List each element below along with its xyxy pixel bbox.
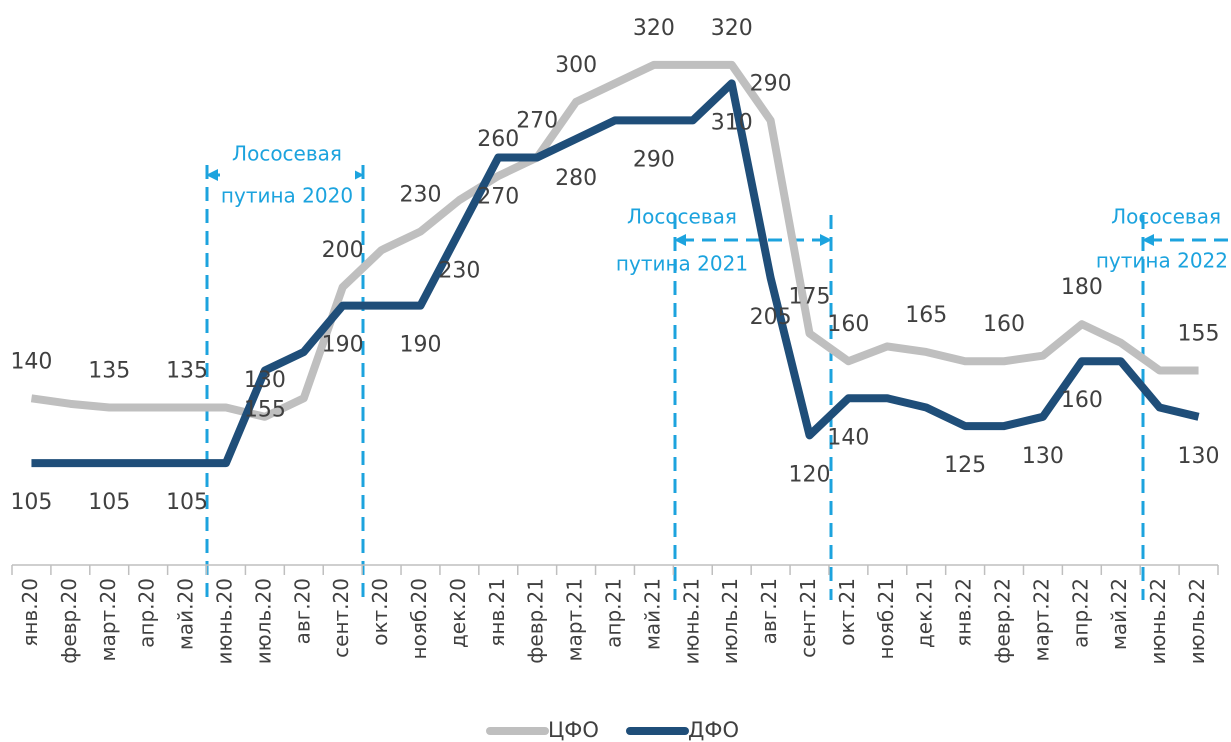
data-label: 320: [633, 16, 675, 41]
data-label: 130: [1022, 444, 1064, 469]
x-tick-label: окт.20: [368, 578, 392, 646]
annotation-texts: Лососевая путина 2020 Лососевая путина 2…: [220, 140, 1228, 276]
data-label: 105: [166, 490, 208, 515]
data-label: 160: [983, 312, 1025, 337]
x-tick-label: янв.22: [952, 578, 976, 647]
label-bg: [220, 140, 355, 210]
data-label: 130: [244, 368, 286, 393]
data-label: 300: [555, 53, 597, 78]
x-tick-label: май.20: [174, 578, 198, 650]
data-label: 260: [477, 127, 519, 152]
annotation: путина 2022: [1096, 249, 1228, 273]
x-tick-label: дек.20: [446, 578, 470, 648]
data-label: 290: [633, 147, 675, 172]
data-label: 190: [322, 333, 364, 358]
data-label: 280: [555, 166, 597, 191]
x-tick-label: янв.21: [485, 578, 509, 647]
data-label: 270: [477, 184, 519, 209]
x-tick-label: нояб.20: [407, 578, 431, 659]
annotation: Лососевая: [232, 142, 342, 166]
x-tick-label: март.22: [1029, 578, 1053, 662]
data-label: 175: [789, 284, 831, 309]
x-tick-label: авг.21: [757, 578, 781, 644]
x-tick-label: сент.21: [796, 578, 820, 658]
data-label: 190: [399, 333, 441, 358]
legend-label: ЦФО: [548, 718, 599, 742]
x-tick-label: дек.21: [913, 578, 937, 648]
x-tick-label: июль.22: [1185, 578, 1209, 664]
x-tick-label: март.21: [563, 578, 587, 662]
data-label: 165: [905, 303, 947, 328]
data-label: 155: [1178, 321, 1220, 346]
legend-label: ДФО: [688, 718, 739, 742]
data-label: 125: [944, 453, 986, 478]
x-tick-label: апр.20: [135, 578, 159, 648]
data-label: 120: [789, 462, 831, 487]
x-tick-label: май.21: [640, 578, 664, 650]
x-tick-label: авг.20: [290, 578, 314, 644]
data-label: 130: [1178, 444, 1220, 469]
annotation: Лососевая: [627, 205, 737, 229]
x-tick-label: февр.22: [991, 578, 1015, 664]
data-label: 270: [516, 108, 558, 133]
x-tick-label: июнь.21: [679, 578, 703, 665]
x-tick-label: сент.20: [329, 578, 353, 658]
data-label: 135: [88, 359, 130, 384]
x-tick-label: май.22: [1107, 578, 1131, 650]
x-tick-label: июнь.20: [212, 578, 236, 665]
annotation: Лососевая: [1111, 205, 1221, 229]
data-label: 205: [750, 305, 792, 330]
data-label: 230: [399, 183, 441, 208]
annotation: путина 2021: [616, 252, 748, 276]
x-tick-label: июль.21: [718, 578, 742, 664]
data-label: 160: [1061, 388, 1103, 413]
x-tick-label: янв.20: [18, 578, 42, 647]
x-tick-label: июнь.22: [1146, 578, 1170, 665]
data-label: 140: [10, 349, 52, 374]
data-label: 155: [244, 397, 286, 422]
x-tick-label: июль.20: [251, 578, 275, 664]
data-label: 290: [750, 71, 792, 96]
data-label: 105: [88, 490, 130, 515]
data-label: 200: [322, 238, 364, 263]
x-tick-label: март.20: [96, 578, 120, 662]
series-line: [31, 79, 1200, 468]
data-label: 160: [827, 312, 869, 337]
x-tick-label: февр.21: [524, 578, 548, 664]
data-label: 310: [711, 110, 753, 135]
x-tick-label: февр.20: [57, 578, 81, 664]
data-label: 320: [711, 16, 753, 41]
series-line: [30, 60, 1199, 421]
data-label: 140: [827, 425, 869, 450]
x-tick-label: апр.22: [1068, 578, 1092, 648]
data-label: 135: [166, 359, 208, 384]
x-tick-label: апр.21: [602, 578, 626, 648]
data-label: 230: [438, 259, 480, 284]
x-tick-label: окт.21: [835, 578, 859, 646]
data-label: 180: [1061, 275, 1103, 300]
annotation: путина 2020: [221, 184, 353, 208]
annotations: [205, 165, 1231, 600]
data-label: 105: [10, 490, 52, 515]
x-tick-label: нояб.21: [874, 578, 898, 659]
